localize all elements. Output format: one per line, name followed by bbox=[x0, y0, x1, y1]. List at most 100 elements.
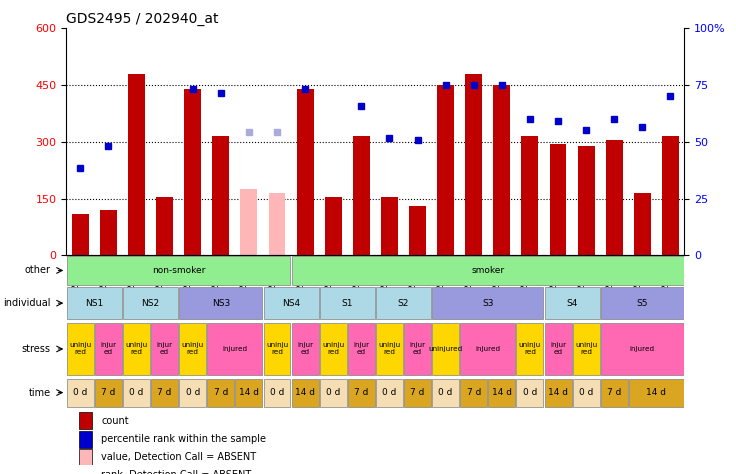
Bar bbox=[319, 323, 347, 375]
Text: individual: individual bbox=[3, 298, 51, 308]
Bar bbox=[236, 379, 263, 407]
Text: smoker: smoker bbox=[471, 266, 504, 275]
Bar bbox=[573, 323, 600, 375]
Bar bbox=[263, 323, 291, 375]
Bar bbox=[573, 379, 600, 407]
Bar bbox=[269, 193, 286, 255]
Text: 14 d: 14 d bbox=[239, 388, 259, 397]
Bar bbox=[79, 412, 92, 429]
Bar bbox=[376, 287, 431, 319]
Bar bbox=[601, 379, 628, 407]
Bar bbox=[72, 214, 89, 255]
Text: injured: injured bbox=[222, 346, 247, 352]
Text: S5: S5 bbox=[637, 299, 648, 308]
Text: percentile rank within the sample: percentile rank within the sample bbox=[102, 434, 266, 444]
Text: 0 d: 0 d bbox=[185, 388, 200, 397]
Bar bbox=[432, 287, 543, 319]
Bar bbox=[348, 323, 375, 375]
Bar bbox=[263, 379, 291, 407]
Text: S1: S1 bbox=[342, 299, 353, 308]
Text: 0 d: 0 d bbox=[130, 388, 144, 397]
Bar bbox=[241, 189, 258, 255]
Bar bbox=[291, 379, 319, 407]
Bar bbox=[629, 379, 684, 407]
Bar bbox=[179, 379, 206, 407]
Text: NS4: NS4 bbox=[282, 299, 300, 308]
Bar bbox=[179, 287, 263, 319]
Text: non-smoker: non-smoker bbox=[152, 266, 205, 275]
Bar bbox=[67, 287, 122, 319]
Bar bbox=[156, 197, 173, 255]
Text: uninjured: uninjured bbox=[428, 346, 463, 352]
Bar bbox=[606, 140, 623, 255]
Bar bbox=[437, 85, 454, 255]
Bar bbox=[634, 193, 651, 255]
Text: S4: S4 bbox=[567, 299, 578, 308]
Bar bbox=[460, 379, 487, 407]
Bar bbox=[325, 197, 342, 255]
Text: 7 d: 7 d bbox=[158, 388, 171, 397]
Bar bbox=[545, 379, 572, 407]
Bar bbox=[601, 323, 684, 375]
Bar bbox=[517, 323, 543, 375]
Bar bbox=[151, 379, 178, 407]
Text: 14 d: 14 d bbox=[492, 388, 512, 397]
Bar bbox=[545, 323, 572, 375]
Text: injur
ed: injur ed bbox=[550, 342, 566, 356]
Bar bbox=[376, 379, 403, 407]
Bar bbox=[67, 256, 291, 284]
Bar bbox=[460, 323, 515, 375]
Text: uninju
red: uninju red bbox=[378, 342, 400, 356]
Text: 0 d: 0 d bbox=[73, 388, 88, 397]
Bar bbox=[213, 136, 229, 255]
Bar bbox=[348, 379, 375, 407]
Bar bbox=[432, 323, 459, 375]
Text: injur
ed: injur ed bbox=[353, 342, 369, 356]
Bar bbox=[263, 287, 319, 319]
Bar bbox=[184, 89, 201, 255]
Text: injur
ed: injur ed bbox=[409, 342, 425, 356]
Text: S3: S3 bbox=[482, 299, 494, 308]
Text: uninju
red: uninju red bbox=[182, 342, 204, 356]
Text: uninju
red: uninju red bbox=[519, 342, 541, 356]
Bar bbox=[123, 287, 178, 319]
Bar bbox=[353, 136, 369, 255]
Bar bbox=[79, 449, 92, 465]
Bar bbox=[493, 85, 510, 255]
Bar bbox=[297, 89, 314, 255]
Bar bbox=[179, 323, 206, 375]
Bar bbox=[208, 379, 234, 407]
Text: 7 d: 7 d bbox=[102, 388, 116, 397]
Text: 7 d: 7 d bbox=[467, 388, 481, 397]
Bar bbox=[545, 287, 600, 319]
Text: 0 d: 0 d bbox=[523, 388, 537, 397]
Text: 0 d: 0 d bbox=[270, 388, 284, 397]
Bar bbox=[522, 136, 538, 255]
Bar bbox=[208, 323, 263, 375]
Bar bbox=[291, 323, 319, 375]
Text: NS3: NS3 bbox=[212, 299, 230, 308]
Text: 0 d: 0 d bbox=[439, 388, 453, 397]
Text: uninju
red: uninju red bbox=[266, 342, 288, 356]
Bar bbox=[79, 467, 92, 474]
Bar bbox=[381, 197, 398, 255]
Text: 14 d: 14 d bbox=[646, 388, 666, 397]
Bar bbox=[404, 323, 431, 375]
Bar bbox=[151, 323, 178, 375]
Text: 0 d: 0 d bbox=[579, 388, 593, 397]
Text: GDS2495 / 202940_at: GDS2495 / 202940_at bbox=[66, 12, 219, 26]
Bar bbox=[404, 379, 431, 407]
Text: other: other bbox=[25, 265, 51, 275]
Bar bbox=[100, 210, 117, 255]
Text: uninju
red: uninju red bbox=[125, 342, 148, 356]
Text: S2: S2 bbox=[397, 299, 409, 308]
Text: injur
ed: injur ed bbox=[297, 342, 313, 356]
Text: 7 d: 7 d bbox=[411, 388, 425, 397]
Text: 14 d: 14 d bbox=[548, 388, 568, 397]
Bar bbox=[95, 323, 122, 375]
Text: time: time bbox=[29, 388, 51, 398]
Bar bbox=[67, 323, 93, 375]
Text: 0 d: 0 d bbox=[326, 388, 340, 397]
Bar bbox=[409, 206, 426, 255]
Bar bbox=[432, 379, 459, 407]
